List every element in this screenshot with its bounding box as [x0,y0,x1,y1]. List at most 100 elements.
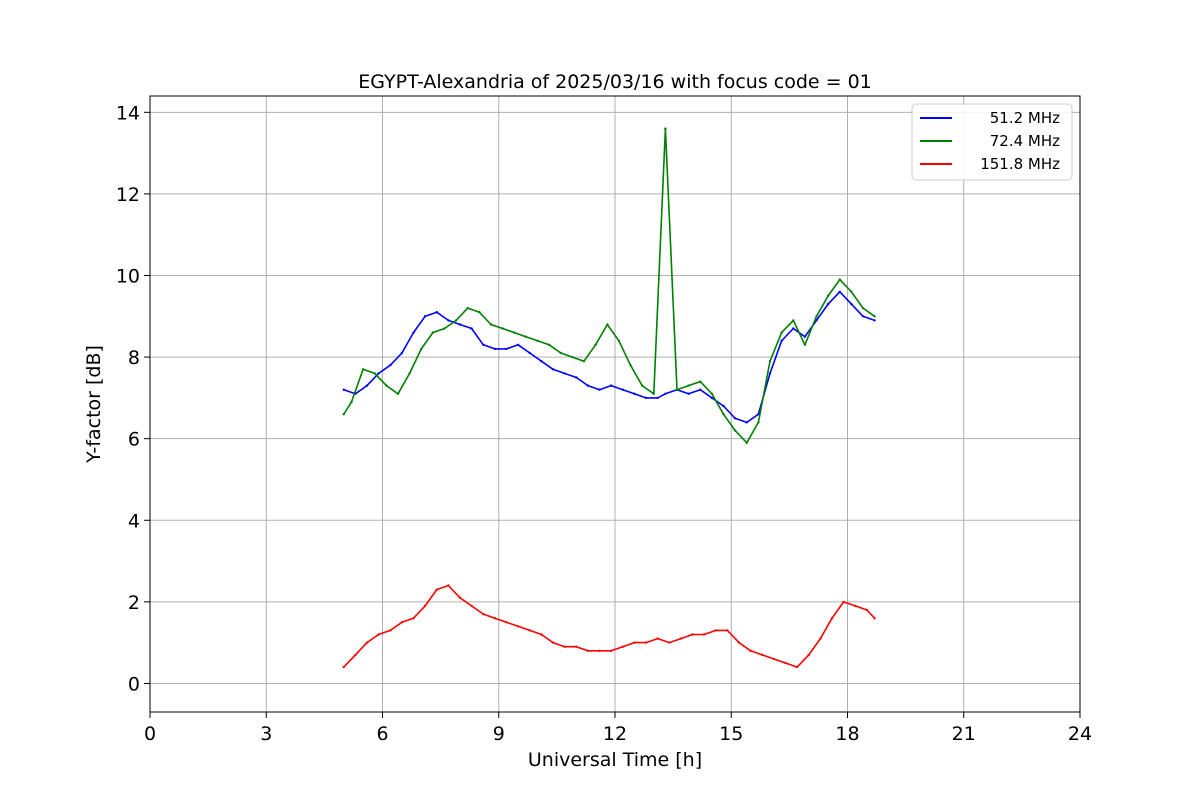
y-tick-label: 0 [128,673,140,695]
data-point [710,396,714,400]
data-point [656,396,659,400]
series-0 [342,290,876,424]
data-point [757,413,760,416]
data-point [699,380,702,383]
data-point [493,347,497,351]
data-point [447,319,450,322]
data-point [861,306,865,310]
data-point [854,604,857,608]
data-point [423,315,427,318]
data-point [489,323,493,326]
data-point [850,290,853,293]
data-point [733,429,737,432]
data-point [586,384,590,387]
data-point [609,649,613,652]
data-point [354,653,357,657]
data-point [714,629,717,632]
data-point [795,665,799,669]
legend-box [911,103,1073,181]
data-point [575,376,578,379]
data-point [501,327,504,330]
chart-title: EGYPT-Alexandria of 2025/03/16 with focu… [358,71,872,93]
data-point [466,306,469,310]
data-point [850,302,853,306]
data-point [621,388,624,391]
data-point [400,351,404,355]
data-point [594,343,597,346]
data-point [408,372,411,375]
legend-label: 51.2 MHz [990,109,1060,127]
data-point [784,661,787,665]
data-point [563,372,566,375]
data-point [586,649,590,652]
data-point [687,384,690,387]
data-point [675,388,679,391]
data-point [780,339,783,342]
data-point [691,633,694,636]
data-point [389,364,392,367]
data-point [830,617,834,620]
data-point [458,596,462,599]
data-point [435,311,438,314]
data-point [745,441,748,444]
data-point [582,360,586,363]
data-point [633,392,636,395]
data-point [803,335,807,338]
y-tick-label: 6 [128,429,140,451]
y-tick-label: 4 [128,510,140,532]
data-point [722,413,725,416]
data-point [679,637,683,640]
data-point [571,355,574,359]
data-point [664,392,667,395]
data-point [780,331,783,334]
data-point [342,413,345,416]
data-point [470,604,473,608]
data-point [749,649,752,652]
legend-label: 151.8 MHz [980,155,1060,173]
data-point [540,633,543,636]
data-point [768,372,772,375]
x-tick-label: 24 [1068,723,1092,745]
data-point [389,629,392,632]
data-point [873,617,876,620]
data-point [702,633,706,636]
x-tick-label: 9 [493,723,505,745]
x-tick-label: 15 [719,723,743,745]
data-point [342,388,345,391]
data-point [873,315,876,318]
data-point [524,335,528,338]
legend-label: 72.4 MHz [990,132,1060,150]
data-point [865,608,869,612]
data-point [640,384,644,387]
data-point [575,645,578,648]
data-point [644,396,648,400]
data-point [447,584,450,587]
data-point [536,339,539,342]
y-tick-label: 14 [116,102,140,124]
data-point [807,653,810,657]
y-axis-label: Y-factor [dB] [83,345,105,464]
y-tick-label: 2 [128,592,140,614]
data-point [733,417,737,420]
data-point [656,637,659,640]
data-point [482,343,485,346]
data-point [668,641,671,644]
data-point [385,384,388,387]
data-point [761,653,764,657]
data-point [598,649,601,652]
data-point [458,323,462,326]
data-point [687,392,690,395]
x-tick-label: 12 [603,723,627,745]
data-point [621,645,624,648]
data-point [478,311,481,314]
data-point [737,641,741,644]
data-point [745,421,748,424]
data-point [435,588,438,591]
data-point [838,290,841,293]
data-point [559,351,562,355]
data-point [396,392,400,395]
data-point [505,621,508,624]
data-point [528,629,531,632]
data-point [551,368,555,371]
